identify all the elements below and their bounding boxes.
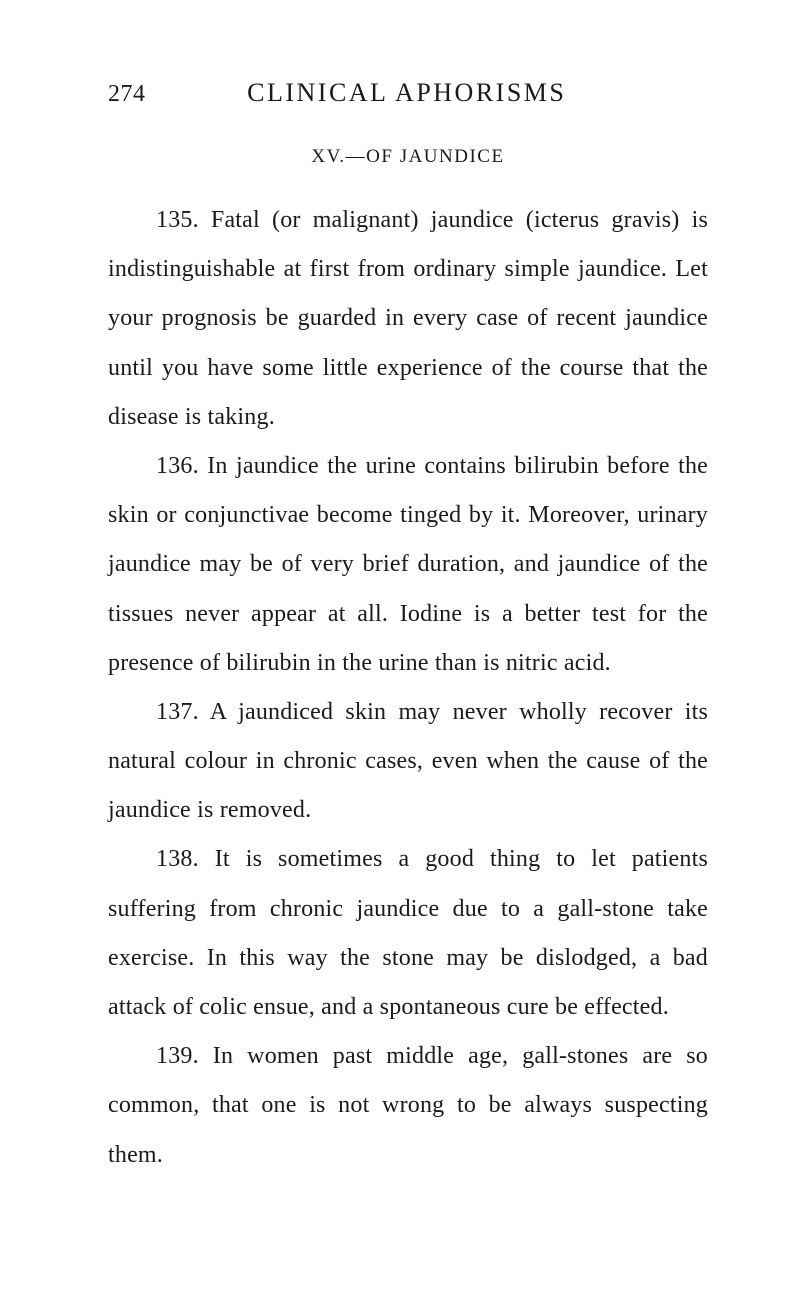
- aphorism-136: 136. In jaundice the urine contains bili…: [108, 442, 708, 688]
- aphorism-139: 139. In women past middle age, gall-ston…: [108, 1032, 708, 1180]
- aphorism-135: 135. Fatal (or malignant) jaundice (icte…: [108, 196, 708, 442]
- section-heading: XV.—OF JAUNDICE: [108, 146, 708, 168]
- aphorism-138: 138. It is sometimes a good thing to let…: [108, 835, 708, 1032]
- page-header: 274 CLINICAL APHORISMS: [108, 78, 708, 108]
- aphorism-137: 137. A jaundiced skin may never wholly r…: [108, 688, 708, 836]
- page-number: 274: [108, 81, 146, 108]
- body-text: 135. Fatal (or malignant) jaundice (icte…: [108, 196, 708, 1180]
- page-title: CLINICAL APHORISMS: [146, 78, 709, 108]
